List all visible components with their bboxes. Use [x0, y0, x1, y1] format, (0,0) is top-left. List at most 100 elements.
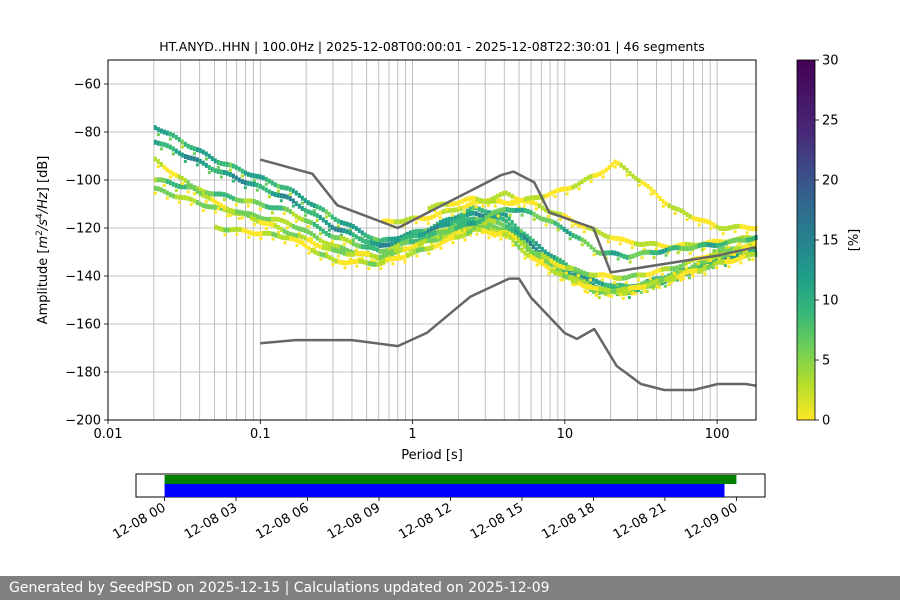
psd-cell [288, 208, 292, 214]
psd-cell [204, 157, 208, 161]
psd-cell [445, 237, 449, 243]
psd-cell [454, 234, 458, 240]
psd-cell [651, 276, 655, 282]
psd-cell [294, 225, 298, 231]
psd-cell [675, 270, 679, 276]
psd-cell [625, 286, 629, 292]
psd-cell [231, 173, 235, 179]
psd-cell [465, 208, 469, 214]
psd-cell [513, 228, 517, 234]
psd-cell [655, 284, 659, 288]
psd-cell [372, 259, 376, 263]
psd-cell [481, 204, 485, 208]
psd-cell [279, 205, 283, 211]
psd-cell [600, 231, 604, 237]
psd-cell [321, 228, 325, 234]
psd-cell [487, 199, 491, 205]
psd-cell [217, 225, 221, 231]
psd-cell [198, 191, 202, 197]
psd-cell [612, 281, 616, 285]
psd-cell [453, 229, 457, 235]
psd-cell [306, 225, 310, 229]
psd-cell [291, 188, 295, 194]
psd-cell [195, 163, 199, 167]
psd-cell [327, 228, 331, 232]
psd-cell [279, 199, 283, 203]
psd-cell [700, 217, 704, 223]
psd-cell [195, 147, 199, 153]
psd-cell [661, 248, 665, 254]
psd-cell [426, 238, 430, 244]
psd-cell [396, 253, 400, 257]
psd-cell [438, 223, 442, 229]
psd-cell [183, 159, 187, 163]
psd-cell [507, 231, 511, 237]
psd-cell [390, 219, 394, 225]
psd-cell [670, 276, 674, 282]
psd-cell [742, 237, 746, 243]
psd-cell [309, 220, 313, 226]
psd-cell [351, 251, 355, 257]
psd-cell [631, 253, 635, 259]
psd-cell [489, 227, 493, 233]
psd-cell [261, 175, 265, 181]
psd-cell [516, 238, 520, 244]
psd-cell [273, 216, 277, 222]
psd-cell [282, 185, 286, 191]
psd-cell [234, 197, 238, 203]
psd-cell [541, 194, 545, 200]
psd-cell [595, 172, 599, 178]
psd-cell [513, 223, 517, 229]
psd-cell [681, 262, 685, 268]
psd-cell [403, 254, 407, 260]
psd-cell [715, 266, 719, 270]
timeline-ticks: 12-08 00 12-08 03 12-08 06 12-08 09 12-08 12… [110, 497, 740, 543]
psd-cell [717, 247, 721, 253]
psd-cell [204, 200, 208, 204]
psd-cell [520, 213, 524, 217]
psd-cell [219, 203, 223, 209]
psd-cell [604, 167, 608, 173]
psd-cell [564, 268, 568, 274]
psd-cell [582, 270, 586, 276]
psd-cell [270, 190, 274, 196]
psd-cell [670, 245, 674, 251]
psd-cell [744, 249, 748, 253]
psd-cell [559, 278, 563, 282]
psd-cell [532, 256, 536, 262]
psd-cell [502, 207, 506, 213]
psd-cell [192, 192, 196, 196]
psd-cell [733, 224, 737, 230]
psd-cell [594, 278, 598, 284]
psd-cell [364, 260, 368, 266]
psd-cell [583, 289, 587, 293]
psd-cell [511, 243, 515, 247]
psd-cell [379, 260, 383, 266]
psd-cell [270, 180, 274, 186]
psd-cell [174, 194, 178, 200]
psd-cell [520, 197, 524, 203]
psd-cell [228, 207, 232, 213]
psd-cell [406, 253, 410, 259]
psd-cell [706, 242, 710, 248]
psd-cell [543, 207, 547, 213]
x-tick-label: 1 [408, 427, 416, 442]
psd-cell [198, 148, 202, 154]
psd-cell [459, 219, 463, 225]
psd-cell [433, 209, 437, 213]
psd-cell [262, 230, 266, 236]
psd-cell [342, 236, 346, 242]
psd-cell [324, 231, 328, 237]
psd-cell [468, 211, 472, 217]
psd-cell [717, 254, 721, 260]
psd-cell [366, 244, 370, 250]
psd-cell [607, 288, 611, 294]
psd-cell [618, 290, 622, 296]
psd-cell [271, 231, 275, 237]
psd-cell [709, 226, 713, 230]
psd-cell [289, 236, 293, 242]
psd-cell [186, 154, 190, 160]
colorbar-tick-label: 10 [822, 294, 839, 309]
psd-cell [285, 185, 289, 191]
psd-cell [595, 249, 599, 255]
